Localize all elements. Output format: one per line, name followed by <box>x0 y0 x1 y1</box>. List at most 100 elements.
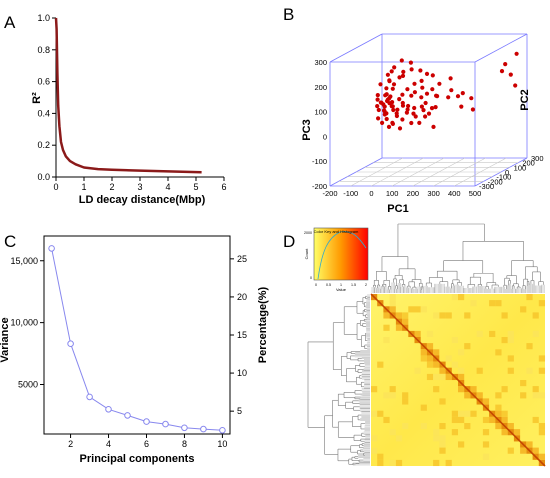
panel-b-point <box>390 120 395 125</box>
panel-c-series <box>48 245 226 434</box>
panel-b-point <box>391 107 396 113</box>
heatmap-cell <box>520 380 527 387</box>
heatmap-cell <box>426 373 434 381</box>
panel-b-point <box>469 96 474 101</box>
panel-c-y2-tick-label: 20 <box>237 292 247 302</box>
heatmap-cell <box>433 429 440 436</box>
panel-b-point <box>386 124 392 129</box>
panel-b-point <box>400 92 405 97</box>
heatmap-cell <box>501 429 508 436</box>
panel-b-x-tick-label: 400 <box>448 189 461 198</box>
panel-a-y-label: R² <box>31 92 43 104</box>
heatmap-cell <box>538 392 546 399</box>
panel-b-point <box>391 82 397 87</box>
panel-c-y-tick-label: 10,000 <box>10 318 38 328</box>
heatmap-cell <box>439 423 446 430</box>
color-key-y-label: Count <box>304 248 309 260</box>
heatmap-cell <box>389 392 396 399</box>
heatmap-cell <box>451 361 459 368</box>
panel-b-point <box>409 120 414 126</box>
panel-c-y-tick-label: 5000 <box>18 380 38 390</box>
panel-c-y2-label: Percentage(%) <box>257 286 269 363</box>
heatmap-cell <box>458 294 465 301</box>
heatmap-cell <box>470 300 477 307</box>
panel-c-frame <box>43 235 231 435</box>
heatmap-cell <box>464 392 471 399</box>
heatmap-cell <box>420 349 427 356</box>
heatmap-cell <box>464 423 471 430</box>
heatmap-cell <box>402 392 409 399</box>
panel-b-point <box>408 60 413 65</box>
heatmap-cell <box>389 294 396 301</box>
panel-b-point <box>400 73 406 78</box>
heatmap-cell <box>395 312 403 319</box>
panel-d-letter: D <box>283 232 295 251</box>
heatmap-cell <box>389 306 396 313</box>
panel-b-y-ticks: -200 -100 0 100 200 300 <box>312 58 327 191</box>
heatmap-cell <box>501 410 508 417</box>
panel-b-point <box>429 106 435 111</box>
panel-b-point <box>460 91 465 96</box>
heatmap-cell <box>495 404 502 411</box>
panel-b-point <box>409 93 414 98</box>
panel-b-y-tick-label: 200 <box>314 83 327 92</box>
heatmap-cell <box>451 429 459 436</box>
panel-b-point <box>419 95 424 100</box>
heatmap-cell <box>476 392 483 399</box>
heatmap-cell <box>408 306 415 313</box>
heatmap-cell <box>371 410 378 417</box>
panel-b-point <box>430 73 435 78</box>
panel-b-point <box>508 72 513 77</box>
panel-b-3d-box <box>329 33 528 187</box>
heatmap-cell <box>495 410 502 417</box>
heatmap-cell <box>439 447 446 454</box>
heatmap-cell <box>420 355 427 362</box>
panel-c-y-label: Variance <box>0 317 11 362</box>
heatmap-cell <box>377 453 384 460</box>
heatmap-cell <box>451 416 459 424</box>
panel-b-point <box>412 90 417 95</box>
panel-c-point <box>143 418 150 425</box>
panel-b-point <box>431 124 436 129</box>
heatmap-cell <box>439 367 446 374</box>
panel-b-point <box>375 93 380 98</box>
panel-b-point <box>449 88 454 93</box>
panel-a-y-tick-label: 0.8 <box>37 45 50 55</box>
panel-b-point <box>437 81 442 86</box>
heatmap-cell <box>414 330 421 338</box>
panel-b-point <box>406 103 411 109</box>
panel-a-y-tick-label: 0.4 <box>37 108 50 118</box>
panel-b-y-tick-label: 0 <box>323 132 327 141</box>
heatmap-cell <box>538 355 546 362</box>
heatmap-cell <box>445 373 452 381</box>
panel-c-point <box>200 425 207 433</box>
heatmap-cell <box>420 404 427 411</box>
panel-b-point <box>446 95 451 100</box>
heatmap-cell <box>402 312 409 319</box>
panel-b-z-tick-label: 100 <box>514 163 527 172</box>
heatmap-cell <box>383 324 390 331</box>
panel-a-x-tick-label: 1 <box>81 182 86 192</box>
panel-a-series <box>54 17 202 174</box>
heatmap-cell <box>445 355 452 362</box>
heatmap-cell <box>520 447 527 454</box>
heatmap-cell <box>526 367 533 374</box>
heatmap-cell <box>402 318 409 325</box>
heatmap-cell <box>464 410 471 417</box>
heatmap-cell <box>383 416 390 424</box>
panel-b-point <box>455 94 461 99</box>
panel-b-point <box>499 69 505 74</box>
panel-b-point <box>424 71 430 76</box>
panel-b-point <box>405 87 410 92</box>
heatmap-cell <box>476 330 483 338</box>
heatmap-cell <box>513 429 521 436</box>
heatmap-cell <box>371 386 378 393</box>
heatmap-cell <box>420 423 427 430</box>
heatmap-cell <box>470 386 477 393</box>
panel-b-x-tick-label: -100 <box>343 189 358 198</box>
panel-b-point <box>430 87 435 92</box>
heatmap-cell <box>395 459 403 467</box>
panel-c-y-tick-label: 15,000 <box>10 256 38 266</box>
panel-b-point <box>513 83 518 88</box>
heatmap-cell <box>526 343 533 350</box>
